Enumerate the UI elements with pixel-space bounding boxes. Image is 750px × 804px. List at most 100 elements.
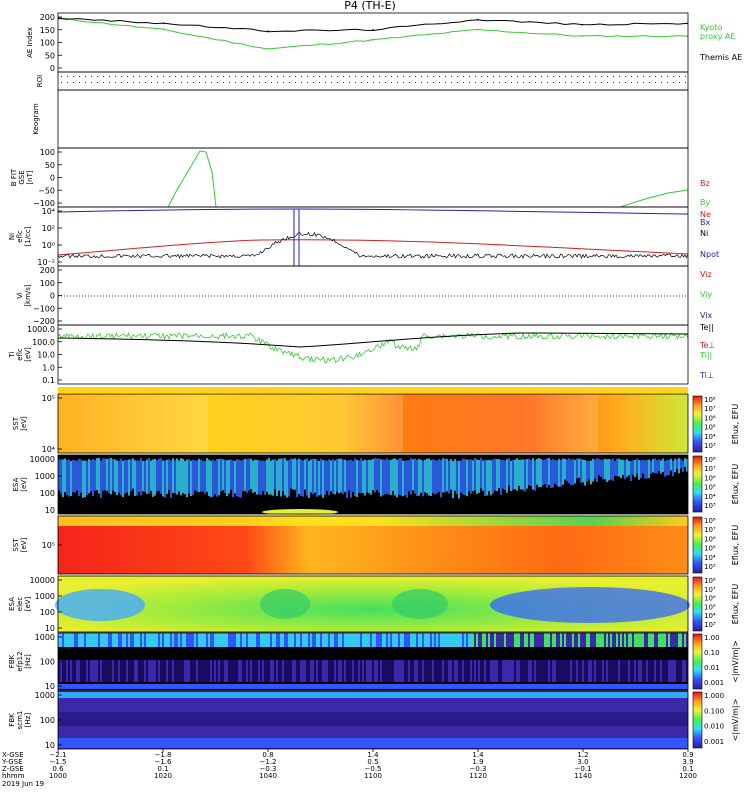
fbk-e-bin [536,633,538,647]
fbk-e-bin [354,660,356,682]
roi-dot [613,76,614,77]
fbk-e-bin [598,633,600,647]
fbk-e-bin [422,660,424,682]
legend-entry: Viy [700,290,713,299]
esa-electron-band [58,576,688,581]
esa-ion-bin [396,459,398,498]
roi-dot [79,82,80,83]
fbk-e-bin [530,633,532,647]
fbk-e-bin [604,633,606,647]
esa-ion-bin [254,459,256,493]
esa-ion-bin [524,459,526,492]
fbk-e-bin [568,633,570,647]
fbk-e-bin [442,633,444,647]
fbk-e-bin [90,633,92,647]
roi-dot [535,76,536,77]
fbk-e-bin [78,660,80,682]
fbk-e-bin [332,660,334,682]
fbk-e-bin [588,633,590,647]
fbk-e-bin [414,633,416,647]
fbk-e-bin [668,660,670,682]
fbk-e-bin [550,633,552,647]
fbk-e-bin [304,633,306,647]
roi-dot [253,76,254,77]
roi-dot [589,82,590,83]
esa-ion-bin [208,459,210,497]
esa-ion-bin [620,459,622,479]
fbk-e-bin [166,660,168,682]
esa-ion-bin [412,459,414,491]
legend-entry: Ne [700,210,711,219]
fbk-e-bin [318,660,320,682]
fbk-e-bin [156,633,158,647]
fbk-e-bin [562,660,564,682]
roi-dot [97,82,98,83]
fbk-e-bin [532,660,534,682]
fbk-e-bin [550,660,552,682]
esa-ion-bin [272,459,274,496]
fbk-e-bin [366,660,368,682]
y-axis-label-line: scm1 [16,711,24,730]
fbk-e-bin [152,633,154,647]
esa-ion-bin [370,459,372,495]
esa-ion-bin [314,459,316,493]
fbk-e-bin [74,660,76,682]
sst-electron-colorbar-tick: 10⁶ [704,535,716,543]
y-axis-label: FBK scm1 [Hz] [8,711,32,730]
esa-ion-bin [428,458,430,496]
fbk-e-bin [618,633,620,647]
esa-ion-bin [508,458,510,486]
fbk-e-bin [266,633,268,647]
fbk-e-bin [546,660,548,682]
fbk-e-bin [84,660,86,682]
fbk-e-bin [100,660,102,682]
esa-ion-bin [416,459,418,496]
fbk-e-bin [522,633,524,647]
bfit-tick-label: −50 [38,186,55,195]
esa-ion-bin [538,458,540,488]
sst-ion-spectrogram [58,394,688,453]
fbk-e-bin [100,633,102,647]
esa-ion-bin [444,458,446,493]
fbk-e-bin [346,660,348,682]
roi-dot [523,76,524,77]
esa-electron-blob [260,589,310,619]
sst-electron-colorbar-tick: 10⁸ [704,517,716,525]
esa-ion-bin [670,458,672,471]
legend-entry: Bx [700,218,710,227]
fbk-e-bin [686,660,688,682]
fbk-e-bin [548,660,550,682]
esa-ion-bin [632,460,634,475]
fbk-e-bin [336,660,338,682]
bfit-panel-frame [57,147,689,208]
esa-ion-bin [438,458,440,492]
fbk-e-bin [244,660,246,682]
esa-ion-bin [60,458,62,495]
roi-dot [637,82,638,83]
sst-ion-bin [103,394,118,453]
fbk-e-bin [174,633,176,647]
roi-dot [685,76,686,77]
fbk-e-bin [262,660,264,682]
y-axis-label-line: ROI [36,75,44,87]
roi-dot [355,76,356,77]
fbk-e-bin [326,660,328,682]
fbk-e-bin [62,633,64,647]
roi-dot [247,76,248,77]
fbk-e-bin [372,633,374,647]
sst-ion-bin [58,394,73,453]
x-axis-value: 0.1 [157,765,168,773]
fbk-e-bin [494,633,496,647]
fbk-e-bin [392,660,394,682]
fbk-b-tick-label: 100 [40,716,55,725]
fbk-e-bin [282,660,284,682]
esa-ion-bin [492,459,494,494]
roi-dot [625,82,626,83]
esa-ion-bin [336,458,338,492]
esa-ion-bin [440,459,442,498]
fbk-e-bin [284,660,286,682]
roi-dot [547,76,548,77]
legend-entry: Kyoto [700,23,722,32]
ae-tick-label: 0 [50,64,55,73]
roi-dot [607,76,608,77]
